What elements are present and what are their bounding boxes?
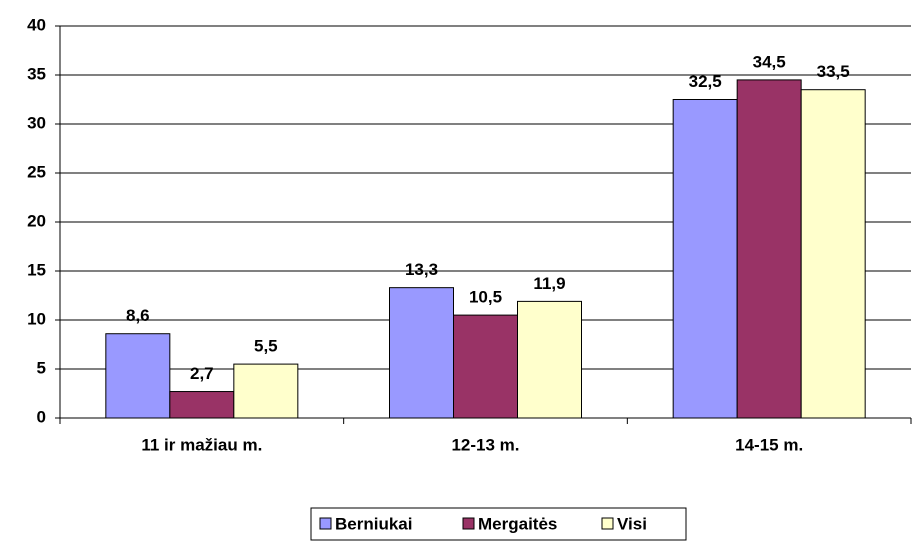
y-tick-label: 25 xyxy=(27,162,46,181)
y-tick-label: 30 xyxy=(27,113,46,132)
x-tick-label: 11 ir mažiau m. xyxy=(141,435,262,454)
data-label: 11,9 xyxy=(533,274,565,293)
bar xyxy=(672,99,738,419)
y-tick-label: 35 xyxy=(27,64,46,83)
y-tick-label: 0 xyxy=(37,407,46,426)
bar xyxy=(453,314,518,419)
legend-label: Mergaitės xyxy=(478,514,557,533)
data-label: 5,5 xyxy=(254,337,278,356)
data-label: 34,5 xyxy=(753,52,786,71)
x-tick-label: 14-15 m. xyxy=(735,435,803,454)
bar xyxy=(736,79,802,419)
legend-label: Berniukai xyxy=(335,514,412,533)
y-tick-label: 15 xyxy=(27,260,46,279)
data-label: 13,3 xyxy=(405,260,438,279)
bar xyxy=(517,300,582,419)
data-label: 2,7 xyxy=(190,364,214,383)
legend-box xyxy=(310,507,687,541)
legend-label: Visi xyxy=(617,514,647,533)
bar xyxy=(800,89,866,419)
data-label: 33,5 xyxy=(817,62,850,81)
y-tick-label: 40 xyxy=(27,15,46,34)
legend-swatch xyxy=(319,517,332,530)
data-label: 8,6 xyxy=(126,306,150,325)
y-tick-label: 20 xyxy=(27,211,46,230)
legend-swatch xyxy=(462,517,475,530)
data-label: 10,5 xyxy=(469,288,502,307)
y-tick-label: 5 xyxy=(37,358,46,377)
legend-swatch xyxy=(601,517,614,530)
bar xyxy=(233,363,299,419)
x-tick-label: 12-13 m. xyxy=(451,435,519,454)
bar xyxy=(169,391,235,419)
y-tick-label: 10 xyxy=(27,309,46,328)
data-label: 32,5 xyxy=(689,72,722,91)
bar xyxy=(389,287,454,419)
bar xyxy=(105,333,171,419)
